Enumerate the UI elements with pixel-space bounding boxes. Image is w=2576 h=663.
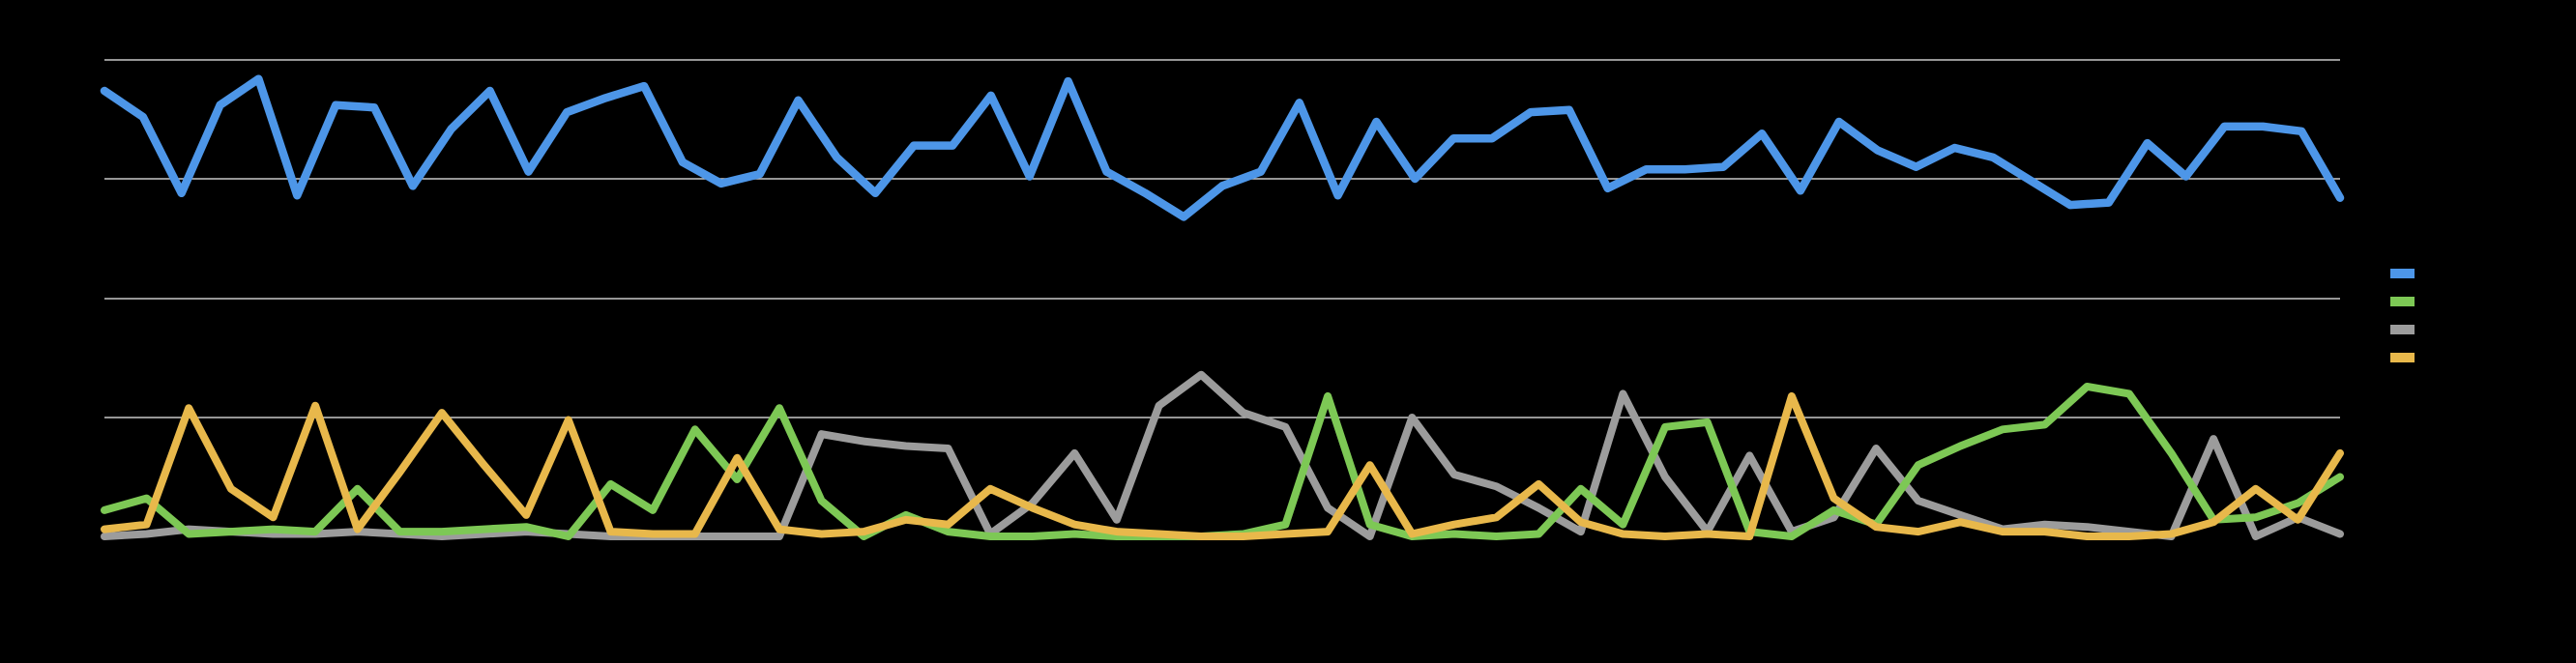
series-line-gray[interactable] [101,370,2344,540]
chart-panel-top[interactable] [100,59,2345,221]
legend-swatch-blue[interactable] [2390,269,2415,278]
legend-swatch-yellow[interactable] [2390,353,2415,362]
chart-panel-bottom[interactable] [101,298,2344,540]
series-line-blue[interactable] [100,74,2345,221]
legend-swatch-green[interactable] [2390,297,2415,306]
series-line-yellow[interactable] [101,391,2344,540]
series-line-green[interactable] [101,383,2344,540]
legend-swatch-gray[interactable] [2390,325,2415,334]
